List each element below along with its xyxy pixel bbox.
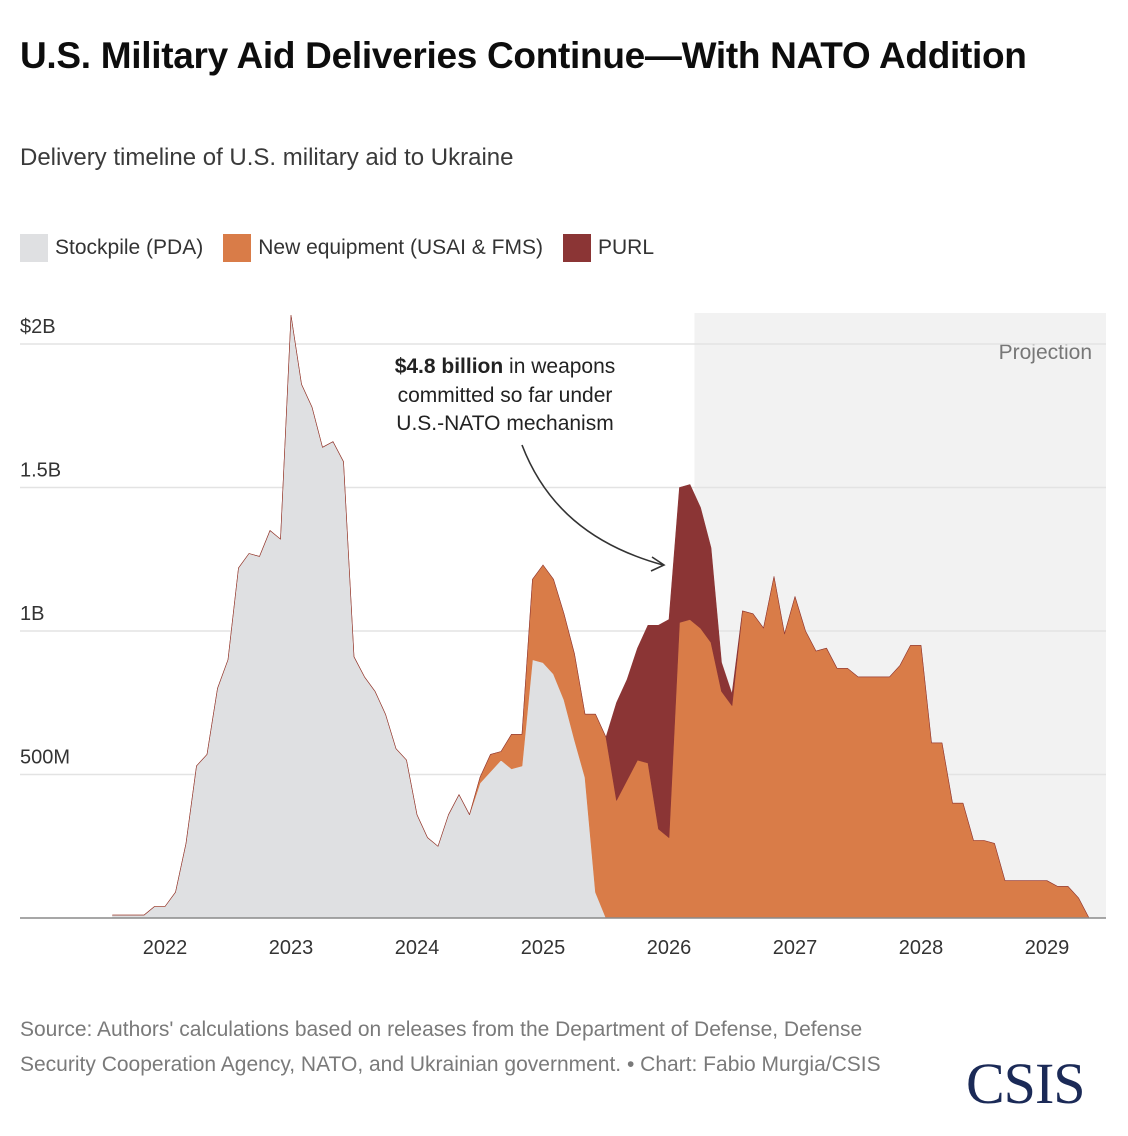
x-tick-label: 2027 — [773, 937, 818, 959]
y-tick-label: 1.5B — [20, 460, 61, 482]
legend-label-new-equipment: New equipment (USAI & FMS) — [258, 236, 543, 259]
csis-logo: CSIS — [966, 1051, 1086, 1116]
x-tick-label: 2026 — [647, 937, 692, 959]
legend-item-stockpile: Stockpile (PDA) — [20, 234, 203, 262]
annotation-bold: $4.8 billion — [395, 355, 504, 378]
y-tick-label: 500M — [20, 747, 70, 769]
projection-label: Projection — [999, 341, 1092, 364]
x-tick-label: 2022 — [143, 937, 188, 959]
legend-swatch-stockpile — [20, 234, 48, 262]
legend-item-new-equipment: New equipment (USAI & FMS) — [223, 234, 543, 262]
legend-label-stockpile: Stockpile (PDA) — [55, 236, 204, 259]
chart-subtitle: Delivery timeline of U.S. military aid t… — [20, 144, 514, 171]
annotation-arrow — [521, 444, 664, 566]
annotation-line-1: $4.8 billion in weapons — [395, 355, 616, 378]
x-tick-label: 2029 — [1025, 937, 1070, 959]
x-tick-label: 2023 — [269, 937, 314, 959]
source-note: Source: Authors' calculations based on r… — [20, 1018, 881, 1076]
x-tick-label: 2028 — [899, 937, 944, 959]
x-tick-label: 2024 — [395, 937, 440, 959]
annotation-line-2: committed so far under — [398, 384, 613, 407]
legend-item-purl: PURL — [562, 234, 655, 262]
annotation-line-3: U.S.-NATO mechanism — [396, 412, 613, 435]
x-tick-label: 2025 — [521, 937, 566, 959]
legend-swatch-new-equipment — [223, 234, 252, 262]
y-tick-label: $2B — [20, 316, 56, 338]
chart-title: U.S. Military Aid Deliveries Continue—Wi… — [20, 35, 1027, 76]
stacked-area-chart: Projection 500M 1B 1.5B $2B 2022 2023 2024 202… — [20, 313, 1106, 959]
legend-label-purl: PURL — [597, 236, 655, 259]
legend: Stockpile (PDA) New equipment (USAI & FM… — [20, 234, 674, 262]
annotation-line-1-rest: in weapons — [503, 355, 615, 378]
annotation-arrowhead-icon — [650, 556, 666, 572]
y-tick-label: 1B — [20, 603, 44, 625]
legend-swatch-purl — [562, 234, 591, 262]
